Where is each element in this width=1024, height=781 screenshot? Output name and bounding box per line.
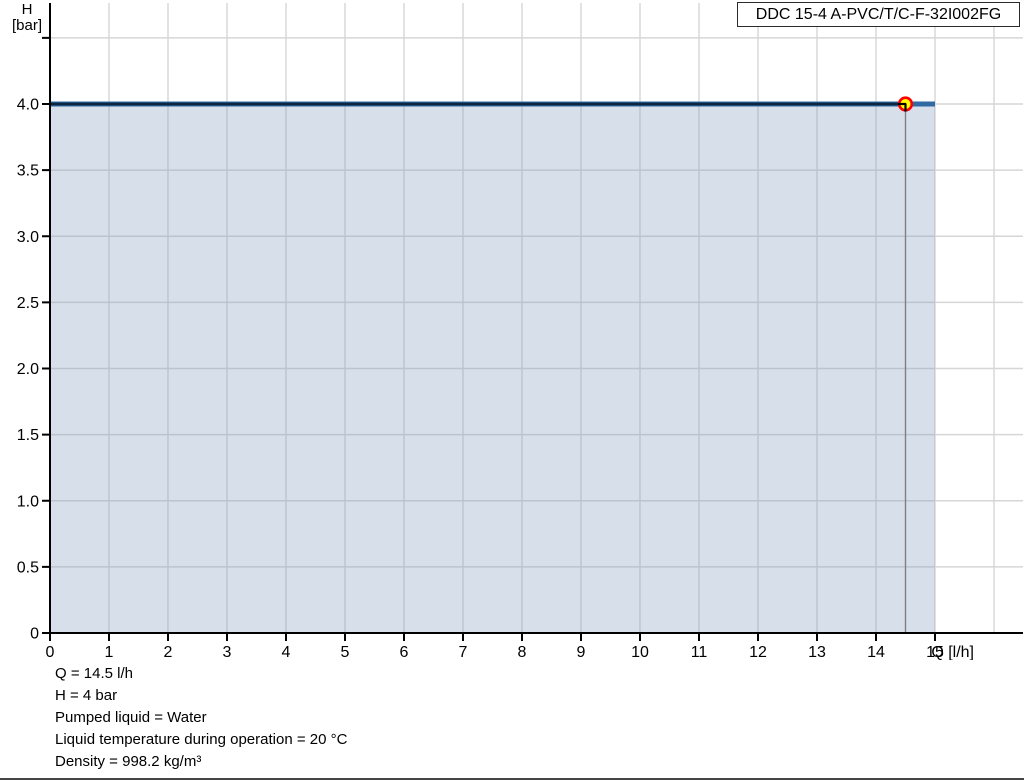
x-tick-label: 5 [341, 644, 350, 660]
x-tick-label: 12 [749, 644, 767, 660]
x-tick-label: 8 [518, 644, 527, 660]
x-tick-label: 13 [808, 644, 826, 660]
x-tick-label: 11 [691, 644, 708, 660]
y-tick-label: 1.5 [17, 427, 39, 444]
x-tick-label: 9 [577, 644, 586, 660]
x-axis-unit-label: Q [l/h] [931, 644, 974, 660]
x-tick-label: 6 [400, 644, 409, 660]
chart-title: DDC 15-4 A-PVC/T/C-F-32I002FG [755, 6, 1002, 23]
x-tick-label: 10 [631, 644, 649, 660]
y-axis-unit-symbol: H [21, 1, 33, 18]
y-axis-unit-label: H [bar] [6, 2, 48, 34]
y-tick-label: 2.0 [17, 361, 39, 378]
spec-liquid-temperature: Liquid temperature during operation = 20… [55, 731, 348, 748]
x-tick-label: 2 [164, 644, 173, 660]
y-tick-label: 0 [30, 626, 39, 643]
y-tick-label: 4.0 [17, 97, 39, 114]
y-tick-label: 1.0 [17, 493, 39, 510]
duty-specs-footer: Q = 14.5 l/h H = 4 bar Pumped liquid = W… [55, 663, 347, 773]
spec-flow: Q = 14.5 l/h [55, 665, 133, 682]
y-axis-unit-bracket: [bar] [11, 17, 42, 34]
x-tick-label: 14 [867, 644, 885, 660]
y-tick-label: 2.5 [17, 295, 39, 312]
pump-curve-chart: 00.51.01.52.02.53.03.54.00 1 2 3 4 5 6 7 8 9 10 11 1… [17, 3, 1023, 660]
spec-density: Density = 998.2 kg/m³ [55, 753, 202, 770]
chart-title-box: DDC 15-4 A-PVC/T/C-F-32I002FG [737, 2, 1020, 27]
x-tick-label: 15 [926, 644, 944, 660]
curve-area-fill [51, 106, 935, 632]
spec-pumped-liquid: Pumped liquid = Water [55, 709, 207, 726]
y-tick-label: 3.5 [17, 163, 39, 180]
x-tick-label: 3 [223, 644, 232, 660]
x-tick-label: 1 [105, 644, 114, 660]
x-tick-label: 0 [46, 644, 55, 660]
spec-head: H = 4 bar [55, 687, 118, 704]
y-tick-label: 3.0 [17, 229, 39, 246]
x-tick-label: 4 [282, 644, 291, 660]
x-tick-label: 7 [459, 644, 468, 660]
footer-divider-line [0, 778, 1024, 780]
y-tick-label: 0.5 [17, 559, 39, 576]
